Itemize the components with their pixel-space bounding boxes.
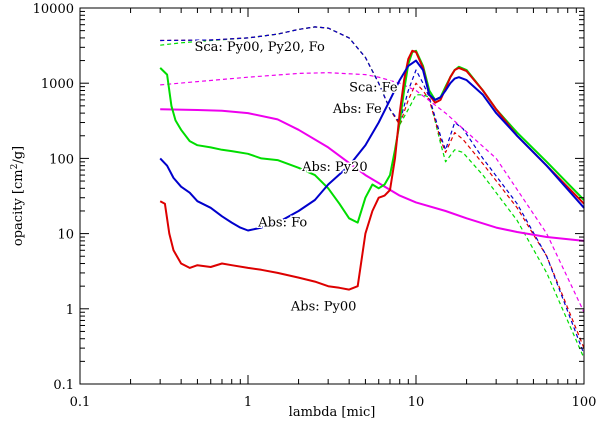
x-axis-label: lambda [mic] <box>289 405 376 420</box>
plot-frame <box>79 7 585 385</box>
annotation-layer: Sca: Py00, Py20, Fo Sca: Fe Abs: Fe Abs: Py… <box>193 38 399 316</box>
series-layer <box>159 26 585 359</box>
series-line-sca-fo <box>160 26 585 355</box>
annotation-sca-py00-py20-fo: Sca: Py00, Py20, Fo <box>194 40 325 55</box>
y-axis-label-suffix: /g] <box>11 146 26 164</box>
annotation-sca-fe: Sca: Fe <box>349 80 398 95</box>
y-tick-label: 0.1 <box>53 378 74 393</box>
x-tick-label: 1 <box>244 395 252 410</box>
y-tick-label: 10000 <box>33 2 74 17</box>
axes-layer: 0.1 1 10 100 0.1 1 10 100 1000 10000 <box>33 2 597 410</box>
series-line-abs-py00 <box>159 49 585 291</box>
series-line-sca-fe <box>160 72 585 313</box>
annotation-abs-fo: Abs: Fo <box>257 215 307 230</box>
y-tick-label: 1000 <box>41 77 74 92</box>
y-tick-label: 1 <box>66 303 74 318</box>
y-axis-label: opacity [cm2/g] <box>10 146 26 246</box>
y-axis-label-superscript: 2 <box>10 164 20 170</box>
x-tick-label: 10 <box>408 395 425 410</box>
series-line-abs-fo <box>159 59 585 232</box>
y-tick-label: 10 <box>57 228 74 243</box>
annotation-abs-py00: Abs: Py00 <box>290 299 357 314</box>
annotation-abs-fe: Abs: Fe <box>332 102 382 117</box>
annotation-abs-py20: Abs: Py20 <box>301 160 368 175</box>
y-axis-label-prefix: opacity [cm <box>11 169 26 246</box>
x-tick-label: 0.1 <box>70 395 91 410</box>
x-tick-label: 100 <box>572 395 597 410</box>
y-tick-label: 100 <box>49 152 74 167</box>
